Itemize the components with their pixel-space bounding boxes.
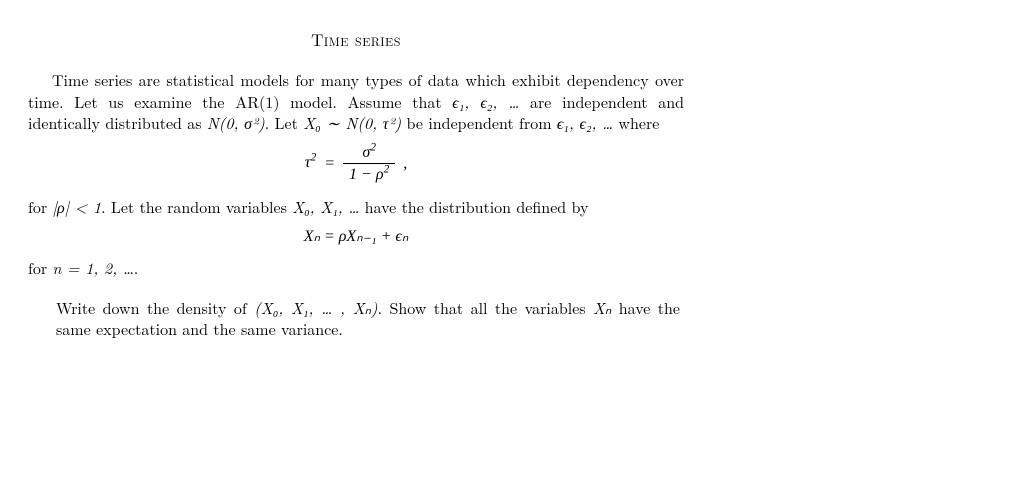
text: for	[28, 256, 53, 279]
math-joint-vector: (X₀, X₁, … , Xₙ)	[254, 296, 377, 319]
exercise-block: Write down the density of (X₀, X₁, … , X…	[56, 297, 684, 340]
math-rho-cond: |ρ| < 1	[53, 195, 102, 218]
paragraph-intro: Time series are statistical models for m…	[28, 69, 684, 134]
math-x-seq: X₀, X₁, …	[292, 195, 359, 218]
section-title: Time series	[28, 28, 684, 51]
equation-tau: τ2 = σ2 1 − ρ2 ,	[28, 142, 684, 186]
text: have the distribution defined by	[359, 195, 588, 218]
sym-one-minus-rho: 1 − ρ	[349, 166, 383, 183]
text: . Let	[265, 111, 303, 134]
eq-lhs: τ2	[305, 154, 317, 171]
math-n-range: n = 1, 2, …	[53, 256, 134, 279]
text: Write down the density of	[56, 296, 254, 319]
math-xn: Xₙ	[593, 296, 611, 319]
text: . Let the random variables	[101, 195, 292, 218]
exercise-text: Write down the density of (X₀, X₁, … , X…	[56, 297, 680, 340]
document-page: Time series Time series are statistical …	[0, 0, 1024, 372]
eq-fraction: σ2 1 − ρ2	[343, 142, 395, 186]
eq-punct: ,	[399, 154, 407, 171]
equation-recursion: Xₙ = ρXₙ₋₁ + ϵₙ	[28, 226, 684, 248]
text: for	[28, 195, 53, 218]
paragraph-for-n: for n = 1, 2, ….	[28, 257, 684, 279]
math-eps-seq-2: ϵ₁, ϵ₂, …	[557, 111, 613, 134]
math-x0-dist: X₀ ∼ N(0, τ²)	[303, 111, 401, 134]
eq-recursion-body: Xₙ = ρXₙ₋₁ + ϵₙ	[304, 228, 408, 245]
math-normal-sigma: N(0, σ²)	[207, 111, 265, 134]
eq-numerator: σ2	[343, 142, 395, 165]
text: .	[134, 256, 138, 279]
text: where	[613, 111, 659, 134]
paragraph-rho: for |ρ| < 1. Let the random variables X₀…	[28, 196, 684, 218]
text: . Show that all the variables	[378, 296, 593, 319]
eq-denominator: 1 − ρ2	[343, 164, 395, 186]
math-eps-seq: ϵ₁, ϵ₂, …	[452, 90, 519, 113]
text: be independent from	[401, 111, 557, 134]
